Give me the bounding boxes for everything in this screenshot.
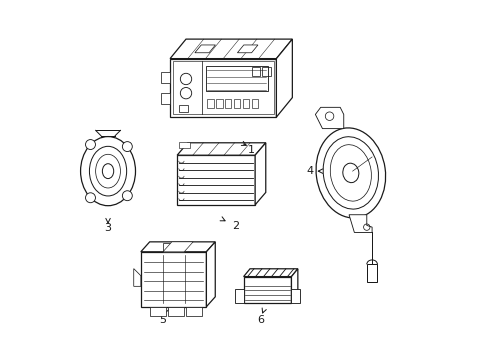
Text: 1: 1 xyxy=(247,145,255,155)
Polygon shape xyxy=(206,242,215,307)
Bar xyxy=(216,99,222,108)
Bar xyxy=(161,93,170,104)
Bar xyxy=(179,143,189,148)
Polygon shape xyxy=(170,39,292,59)
Text: 2: 2 xyxy=(232,221,239,231)
Bar xyxy=(224,99,231,108)
Polygon shape xyxy=(276,39,292,117)
Ellipse shape xyxy=(122,191,132,201)
Ellipse shape xyxy=(85,140,95,149)
Ellipse shape xyxy=(329,145,371,201)
Bar xyxy=(186,307,202,316)
Bar xyxy=(168,307,183,316)
Ellipse shape xyxy=(96,154,120,188)
Polygon shape xyxy=(291,269,297,303)
Bar xyxy=(207,99,213,108)
Ellipse shape xyxy=(323,137,378,209)
Bar xyxy=(233,99,240,108)
Bar xyxy=(161,72,170,82)
Ellipse shape xyxy=(89,146,126,196)
Text: 3: 3 xyxy=(104,223,111,233)
Polygon shape xyxy=(133,269,141,286)
Ellipse shape xyxy=(85,193,95,203)
Polygon shape xyxy=(348,215,371,233)
Ellipse shape xyxy=(315,128,385,218)
Bar xyxy=(251,67,260,76)
Bar xyxy=(243,276,291,303)
Polygon shape xyxy=(315,107,343,129)
Polygon shape xyxy=(255,143,265,205)
Text: 4: 4 xyxy=(306,166,313,176)
Bar xyxy=(242,99,248,108)
Ellipse shape xyxy=(81,136,135,206)
Ellipse shape xyxy=(122,141,132,152)
Bar xyxy=(141,252,206,307)
Bar xyxy=(205,66,267,91)
Polygon shape xyxy=(243,269,297,276)
Bar xyxy=(262,67,270,76)
Bar xyxy=(179,105,187,112)
Polygon shape xyxy=(177,143,265,155)
Bar xyxy=(366,264,377,282)
Bar xyxy=(173,62,273,114)
Bar xyxy=(163,243,184,252)
Polygon shape xyxy=(163,242,193,252)
Bar xyxy=(234,289,243,303)
Bar xyxy=(149,307,165,316)
Text: 5: 5 xyxy=(159,315,166,325)
Polygon shape xyxy=(141,242,215,252)
Text: 6: 6 xyxy=(256,315,264,325)
Bar xyxy=(251,99,258,108)
Bar xyxy=(291,289,300,303)
Polygon shape xyxy=(237,45,258,53)
Polygon shape xyxy=(195,45,215,53)
